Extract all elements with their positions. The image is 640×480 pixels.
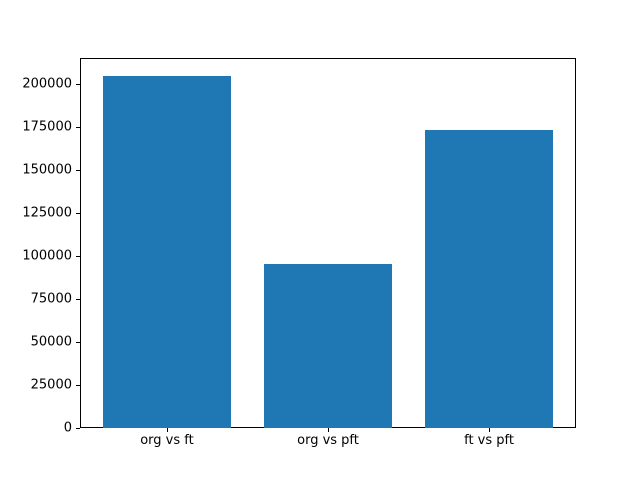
y-tick-mark: [76, 428, 80, 429]
y-tick-mark: [76, 256, 80, 258]
y-tick-label: 125000: [22, 205, 72, 221]
y-tick-label: 50000: [30, 334, 72, 350]
y-tick-mark: [76, 127, 80, 129]
x-tick-mark: [489, 428, 491, 432]
bar: [102, 75, 232, 428]
y-tick-label: 25000: [30, 377, 72, 393]
bar: [263, 263, 393, 428]
x-tick-label: ft vs pft: [464, 433, 514, 448]
x-tick-mark: [166, 428, 168, 432]
y-tick-mark: [76, 170, 80, 172]
y-tick-label: 150000: [22, 162, 72, 178]
y-tick-mark: [76, 84, 80, 86]
y-tick-label: 100000: [22, 248, 72, 264]
x-tick-label: org vs ft: [140, 433, 194, 448]
x-tick-label: org vs pft: [297, 433, 359, 448]
y-tick-mark: [76, 385, 80, 387]
y-tick-label: 75000: [30, 291, 72, 307]
y-tick-label: 0: [63, 420, 72, 436]
bar: [424, 129, 554, 428]
y-tick-mark: [76, 342, 80, 344]
x-tick-mark: [328, 428, 329, 432]
y-tick-label: 200000: [22, 76, 72, 92]
y-tick-label: 175000: [22, 119, 72, 135]
y-tick-mark: [76, 213, 80, 215]
y-tick-mark: [76, 299, 80, 301]
